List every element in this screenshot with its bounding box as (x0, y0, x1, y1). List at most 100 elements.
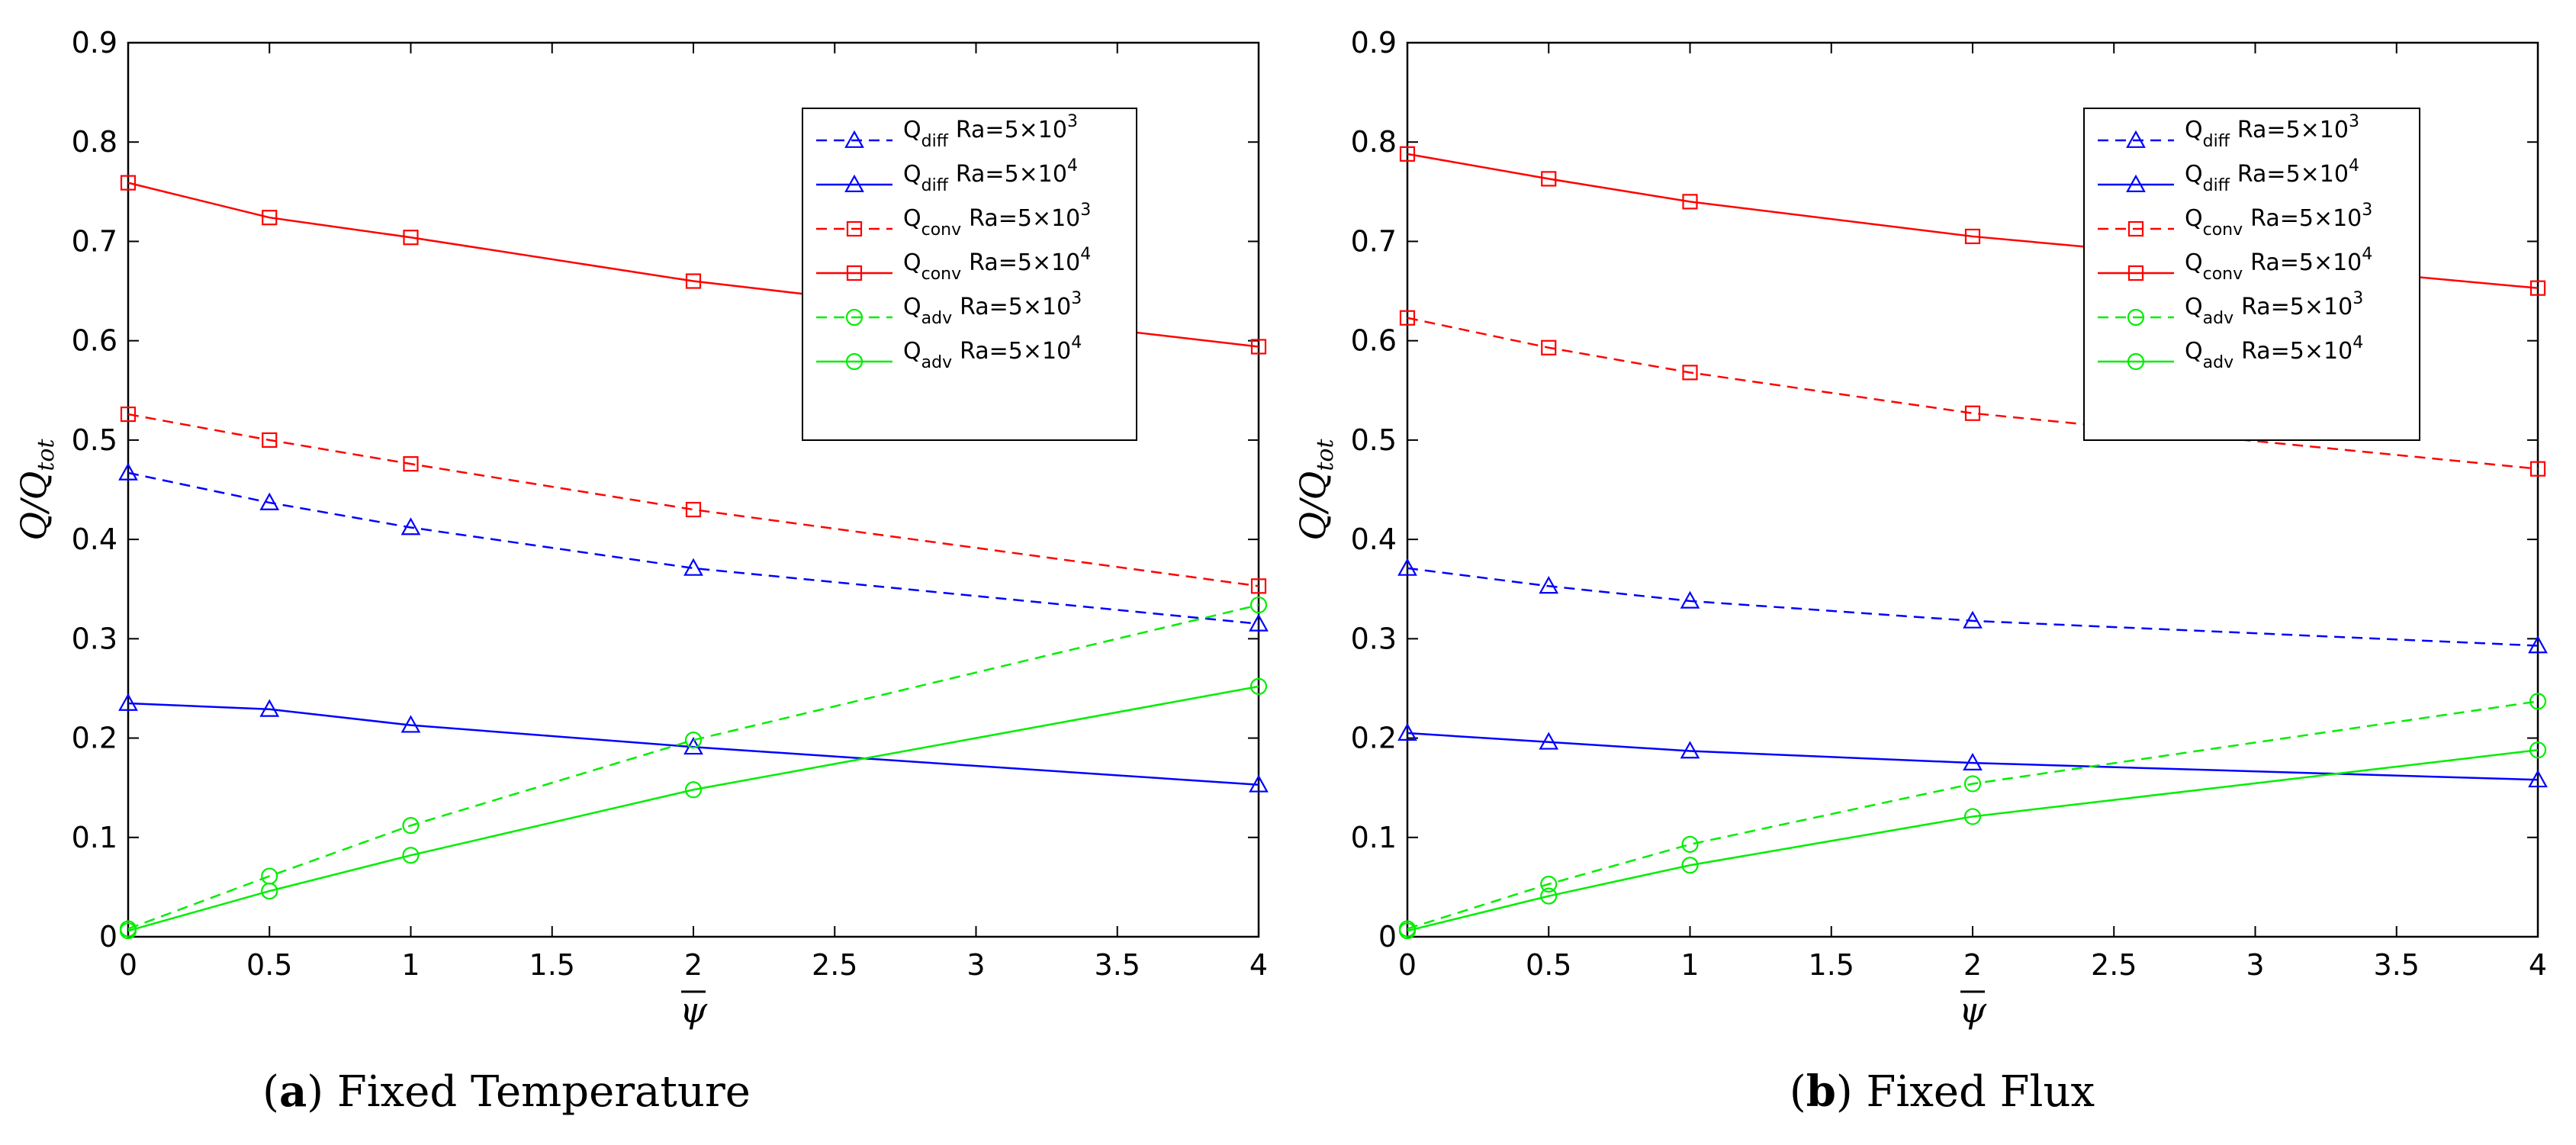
legend-marker (2126, 174, 2146, 192)
legend-exp: 4 (2352, 333, 2363, 352)
legend-exp: 4 (1071, 333, 1082, 352)
y-tick-label: 0.9 (1351, 26, 1397, 60)
data-point (262, 432, 278, 448)
legend-label: Qconv Ra=5×103 (2185, 201, 2372, 240)
data-point (1964, 405, 1981, 421)
legend-q: Q (2185, 117, 2203, 143)
legend-marker (2127, 308, 2145, 326)
series-line (127, 413, 1259, 587)
legend-q: Q (903, 338, 921, 365)
data-point (2529, 461, 2546, 477)
y-tick-label: 0.4 (72, 523, 117, 556)
data-point (1250, 339, 1267, 355)
legend-marker (844, 174, 864, 192)
legend-marker (845, 308, 863, 326)
y-tick-label: 0.3 (1351, 622, 1397, 655)
x-axis-label: ψ (1959, 989, 1987, 1031)
legend-box (2083, 108, 2420, 441)
legend-q: Q (2185, 338, 2203, 365)
series-diff-4-solid (118, 693, 1269, 793)
data-point (262, 210, 278, 226)
caption-title: Fixed Flux (1867, 1067, 2095, 1117)
legend-q: Q (2185, 249, 2203, 276)
series-conv-3-dashed (120, 406, 1267, 594)
legend-q: Q (2185, 294, 2203, 320)
legend-exp: 3 (2352, 289, 2363, 308)
legend-entry: Qconv Ra=5×104 (816, 245, 1091, 284)
data-point (2529, 741, 2547, 759)
x-tick-label: 3 (966, 948, 985, 982)
legend-label: Qdiff Ra=5×103 (2185, 112, 2359, 151)
data-point (1249, 677, 1268, 695)
data-point (118, 462, 138, 481)
x-tick-label: 1 (1680, 948, 1699, 982)
y-axis-label: Q/Qtot (1292, 439, 1339, 541)
data-point (1963, 808, 1982, 825)
data-point (1963, 752, 1983, 771)
x-tick-label: 3.5 (1095, 948, 1140, 982)
legend-sub: conv (2203, 220, 2243, 240)
series-line (1407, 700, 2539, 930)
data-point (403, 456, 419, 472)
data-point (2528, 769, 2548, 788)
series-diff-3-dashed (118, 462, 1269, 632)
legend-label: Qdiff Ra=5×104 (2185, 156, 2359, 195)
data-point (2529, 693, 2547, 710)
data-point (1250, 578, 1267, 594)
y-tick-label: 0 (99, 920, 117, 954)
legend-exp: 4 (1080, 245, 1091, 264)
legend-label: Qdiff Ra=5×104 (903, 156, 1078, 195)
legend-entry: Qdiff Ra=5×104 (816, 156, 1078, 195)
series-adv-4-solid (1398, 741, 2547, 940)
y-tick-label: 0.3 (72, 622, 117, 655)
x-axis-label: ψ (680, 989, 708, 1031)
data-point (120, 175, 137, 191)
legend-q: Q (903, 205, 921, 232)
series-line (127, 471, 1259, 626)
caption-panel-label: b (1806, 1066, 1836, 1117)
y-tick-label: 0.7 (72, 224, 117, 258)
panel-fixed-temperature: (a) Fixed Temperature 0 0.5 1 1.5 2 2.5 3 3.5 4 0… (13, 26, 1269, 1117)
data-point (685, 273, 702, 289)
legend-label: Qconv Ra=5×104 (903, 245, 1091, 284)
legend-exp: 3 (2362, 201, 2372, 220)
legend-sub: diff (2203, 132, 2230, 151)
panel-fixed-flux: (b) Fixed Flux 0 0.5 1 1.5 2 2.5 3 3.5 4 0 0.1 0.2 0… (1292, 26, 2548, 1117)
series-line (1407, 567, 2539, 647)
legend-entry: Qadv Ra=5×103 (816, 289, 1082, 328)
legend-exp: 3 (1071, 289, 1082, 308)
y-tick-label: 0.8 (1351, 125, 1397, 159)
y-tick-label: 0.5 (72, 423, 117, 457)
legend-exp: 3 (2349, 112, 2359, 131)
legend-label: Qadv Ra=5×104 (2185, 333, 2363, 372)
data-point (1682, 194, 1698, 210)
data-point (261, 882, 278, 900)
series-adv-4-solid (119, 677, 1268, 940)
legend-exp: 3 (1067, 112, 1078, 131)
y-tick-label: 0.2 (1351, 722, 1397, 755)
legend-entry: Qadv Ra=5×104 (816, 333, 1082, 372)
series-line (1407, 732, 2539, 781)
legend-exp: 4 (2349, 156, 2359, 175)
data-point (1539, 576, 1559, 594)
legend-q: Q (903, 294, 921, 320)
legend-entry: Qdiff Ra=5×103 (816, 112, 1078, 151)
legend-label: Qconv Ra=5×103 (903, 201, 1091, 240)
legend-sub: conv (921, 220, 962, 240)
x-tick-label: 4 (2529, 948, 2547, 982)
data-point (1541, 171, 1557, 187)
legend-marker (2126, 130, 2146, 148)
caption-fixed-flux: (b) Fixed Flux (1790, 1066, 2095, 1117)
legend-ra: Ra=5×10 (960, 338, 1071, 365)
legend-entry: Qadv Ra=5×103 (2098, 289, 2363, 328)
legend-exp: 4 (2362, 245, 2372, 264)
y-tick-label: 0.1 (1351, 821, 1397, 854)
legend-sub: diff (921, 132, 949, 151)
series-diff-4-solid (1397, 722, 2548, 788)
data-point (118, 693, 138, 711)
data-point (403, 230, 419, 246)
x-tick-label: 0 (1398, 948, 1417, 982)
x-tick-label: 2 (684, 948, 703, 982)
legend-exp: 3 (1080, 201, 1091, 220)
data-point (400, 715, 421, 733)
